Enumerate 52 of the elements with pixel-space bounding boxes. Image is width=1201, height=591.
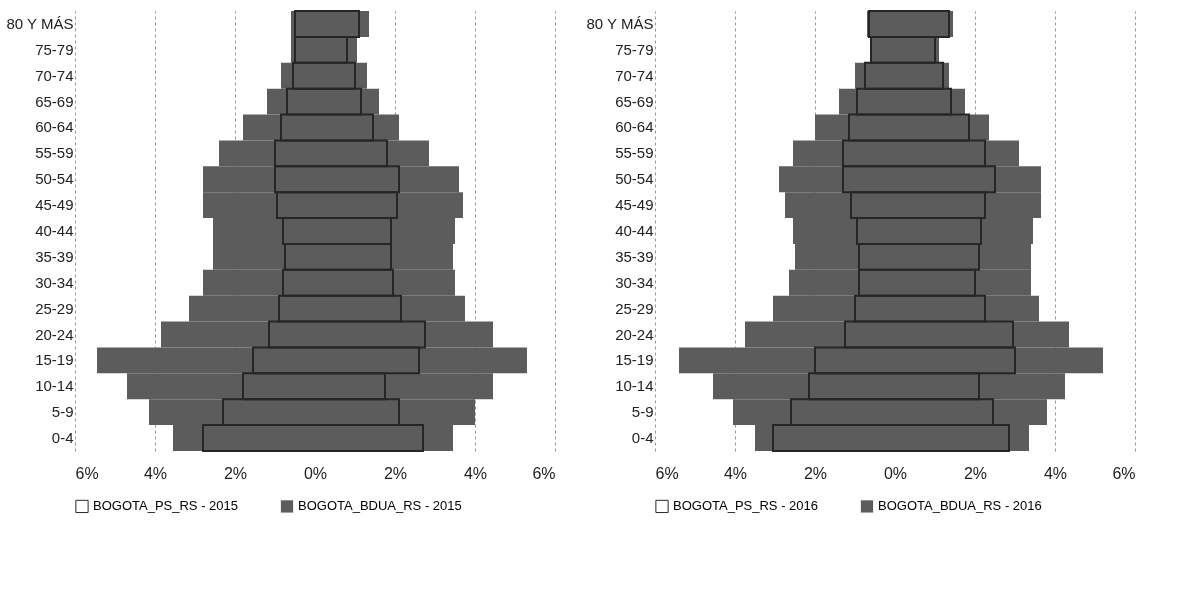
y-tick-label: 25-29: [615, 299, 654, 317]
x-tick-label: 0%: [883, 464, 908, 482]
y-tick-label: 80 Y MÁS: [586, 14, 654, 32]
y-tick-label: 65-69: [615, 92, 654, 110]
y-tick-label: 10-14: [35, 377, 74, 395]
x-tick-label: 4%: [143, 464, 168, 482]
y-tick-label: 0-4: [631, 429, 654, 447]
y-tick-label: 30-34: [615, 273, 654, 291]
y-tick-label: 25-29: [35, 299, 74, 317]
y-tick-label: 20-24: [35, 325, 74, 343]
x-tick-label: 2%: [223, 464, 248, 482]
y-tick-label: 5-9: [51, 403, 74, 421]
y-tick-label: 55-59: [615, 144, 654, 162]
x-tick-label: 4%: [723, 464, 748, 482]
y-tick-label: 70-74: [35, 66, 74, 84]
x-tick-label: 2%: [963, 464, 988, 482]
legend-label: BOGOTA_BDUA_RS - 2015: [298, 498, 462, 514]
x-tick-label: 6%: [655, 464, 679, 482]
legend-label: BOGOTA_PS_RS - 2015: [93, 498, 238, 514]
legend-label: BOGOTA_PS_RS - 2016: [673, 498, 818, 514]
y-tick-label: 55-59: [35, 144, 74, 162]
y-tick-label: 30-34: [35, 273, 74, 291]
x-tick-label: 6%: [532, 464, 556, 482]
y-tick-label: 75-79: [35, 40, 74, 58]
y-tick-label: 70-74: [615, 66, 654, 84]
y-tick-label: 60-64: [615, 118, 654, 136]
y-tick-label: 35-39: [35, 247, 74, 265]
y-tick-label: 45-49: [35, 196, 74, 214]
x-tick-label: 6%: [1112, 464, 1136, 482]
x-tick-label: 4%: [463, 464, 488, 482]
legend-label: BOGOTA_BDUA_RS - 2016: [878, 498, 1042, 514]
y-tick-label: 50-54: [615, 170, 654, 188]
y-tick-label: 5-9: [631, 403, 654, 421]
y-tick-label: 20-24: [615, 325, 654, 343]
y-tick-label: 15-19: [615, 351, 654, 369]
x-tick-label: 2%: [803, 464, 828, 482]
y-tick-label: 35-39: [615, 247, 654, 265]
y-tick-label: 40-44: [615, 222, 654, 239]
y-tick-label: 0-4: [51, 429, 74, 447]
x-tick-label: 0%: [303, 464, 328, 482]
y-tick-label: 40-44: [35, 222, 74, 239]
y-tick-label: 45-49: [615, 196, 654, 214]
x-tick-label: 6%: [75, 464, 99, 482]
y-tick-label: 50-54: [35, 170, 74, 188]
y-tick-label: 75-79: [615, 40, 654, 58]
y-tick-label: 15-19: [35, 351, 74, 369]
y-tick-label: 65-69: [35, 92, 74, 110]
y-tick-label: 80 Y MÁS: [6, 14, 74, 32]
y-tick-label: 60-64: [35, 118, 74, 136]
y-tick-label: 10-14: [615, 377, 654, 395]
x-tick-label: 4%: [1043, 464, 1068, 482]
x-tick-label: 2%: [383, 464, 408, 482]
